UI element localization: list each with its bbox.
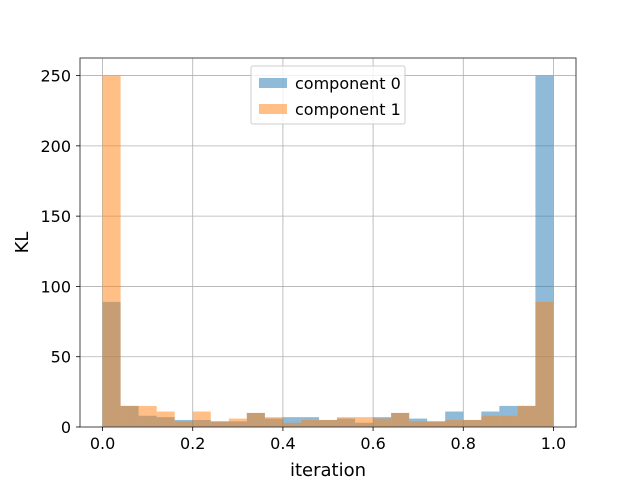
- series-1-bar-24: [535, 301, 554, 427]
- series-1-bar-16: [391, 412, 410, 427]
- y-tick-label-5: 250: [40, 67, 71, 86]
- series-1-bar-21: [481, 415, 500, 427]
- series-1-bar-13: [337, 417, 356, 427]
- y-tick-label-0: 0: [61, 418, 71, 437]
- x-tick-label-1: 0.2: [180, 434, 205, 453]
- series-1-bar-6: [210, 421, 229, 427]
- x-axis-label: iteration: [290, 460, 366, 480]
- legend-swatch-0: [259, 78, 287, 88]
- series-1-bar-15: [373, 418, 392, 427]
- series-1-bar-5: [192, 411, 211, 427]
- series-1-bar-8: [246, 412, 265, 427]
- series-1-bar-23: [517, 405, 536, 427]
- y-tick-label-4: 200: [40, 137, 71, 156]
- x-tick-label-4: 0.8: [451, 434, 476, 453]
- series-1-bar-10: [282, 422, 301, 427]
- series-1-bars: [102, 75, 554, 428]
- series-1-bar-9: [264, 417, 283, 427]
- series-0-bar-10: [282, 417, 301, 427]
- series-1-bar-18: [427, 421, 446, 427]
- y-tick-label-3: 150: [40, 207, 71, 226]
- x-tick-label-2: 0.4: [270, 434, 295, 453]
- series-1-bar-1: [120, 405, 139, 427]
- x-tick-label-0: 0.0: [90, 434, 115, 453]
- series-1-bar-22: [499, 415, 518, 427]
- series-1-bar-17: [409, 421, 428, 427]
- y-tick-label-1: 50: [51, 348, 71, 367]
- series-1-bar-3: [156, 411, 175, 427]
- series-1-bar-14: [355, 417, 374, 427]
- series-1-bar-19: [445, 419, 464, 427]
- series-1-bar-4: [174, 421, 193, 427]
- series-1-bar-7: [228, 418, 247, 427]
- y-tick-label-2: 100: [40, 277, 71, 296]
- y-axis-label: KL: [12, 232, 33, 254]
- legend-box: [250, 65, 406, 125]
- series-1-bar-2: [138, 405, 157, 427]
- series-1-bar-11: [300, 419, 319, 427]
- axis-ticks: 0.0 0.2 0.4 0.6 0.8 1.0 0 50 100 150 200 250: [40, 67, 566, 453]
- legend-label-1: component 1: [295, 100, 401, 119]
- legend-swatch-1: [259, 104, 287, 114]
- series-1-bar-12: [318, 419, 338, 427]
- histogram-bars: [102, 75, 554, 428]
- legend: component 0 component 1: [250, 65, 406, 125]
- plot-frame: [79, 57, 577, 428]
- x-tick-label-5: 1.0: [541, 434, 566, 453]
- series-1-bar-20: [463, 419, 482, 427]
- x-tick-label-3: 0.6: [360, 434, 385, 453]
- legend-label-0: component 0: [295, 74, 401, 93]
- series-1-bar-0: [102, 75, 121, 428]
